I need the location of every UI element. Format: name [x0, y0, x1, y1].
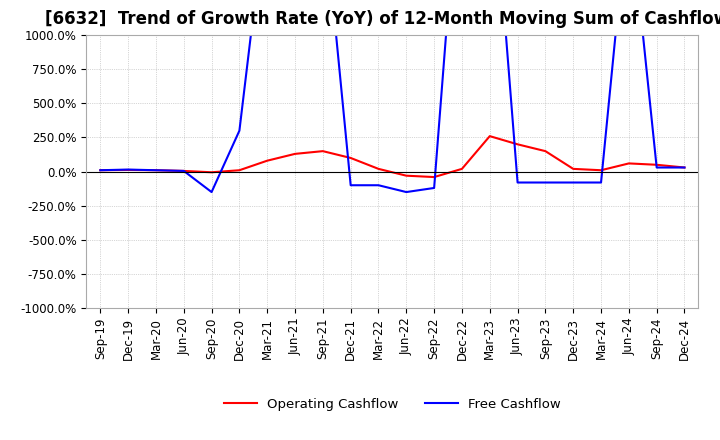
Operating Cashflow — [541, 149, 550, 154]
Operating Cashflow — [458, 166, 467, 172]
Operating Cashflow — [346, 155, 355, 161]
Operating Cashflow — [652, 162, 661, 167]
Operating Cashflow — [624, 161, 633, 166]
Operating Cashflow — [430, 174, 438, 180]
Free Cashflow — [235, 128, 243, 133]
Operating Cashflow — [374, 166, 383, 172]
Operating Cashflow — [597, 168, 606, 173]
Free Cashflow — [402, 189, 410, 194]
Operating Cashflow — [124, 167, 132, 172]
Line: Free Cashflow: Free Cashflow — [100, 0, 685, 192]
Operating Cashflow — [569, 166, 577, 172]
Free Cashflow — [124, 167, 132, 172]
Operating Cashflow — [263, 158, 271, 163]
Operating Cashflow — [96, 168, 104, 173]
Free Cashflow — [430, 185, 438, 191]
Free Cashflow — [96, 168, 104, 173]
Operating Cashflow — [291, 151, 300, 157]
Free Cashflow — [597, 180, 606, 185]
Free Cashflow — [569, 180, 577, 185]
Operating Cashflow — [152, 168, 161, 173]
Operating Cashflow — [680, 165, 689, 170]
Free Cashflow — [374, 183, 383, 188]
Free Cashflow — [652, 165, 661, 170]
Operating Cashflow — [485, 133, 494, 139]
Free Cashflow — [346, 183, 355, 188]
Free Cashflow — [207, 189, 216, 194]
Free Cashflow — [680, 165, 689, 170]
Title: [6632]  Trend of Growth Rate (YoY) of 12-Month Moving Sum of Cashflows: [6632] Trend of Growth Rate (YoY) of 12-… — [45, 10, 720, 28]
Free Cashflow — [541, 180, 550, 185]
Operating Cashflow — [179, 168, 188, 173]
Free Cashflow — [513, 180, 522, 185]
Operating Cashflow — [318, 149, 327, 154]
Legend: Operating Cashflow, Free Cashflow: Operating Cashflow, Free Cashflow — [218, 392, 567, 416]
Line: Operating Cashflow: Operating Cashflow — [100, 136, 685, 177]
Operating Cashflow — [235, 168, 243, 173]
Operating Cashflow — [402, 173, 410, 178]
Operating Cashflow — [207, 170, 216, 175]
Free Cashflow — [152, 168, 161, 173]
Operating Cashflow — [513, 142, 522, 147]
Free Cashflow — [179, 168, 188, 173]
